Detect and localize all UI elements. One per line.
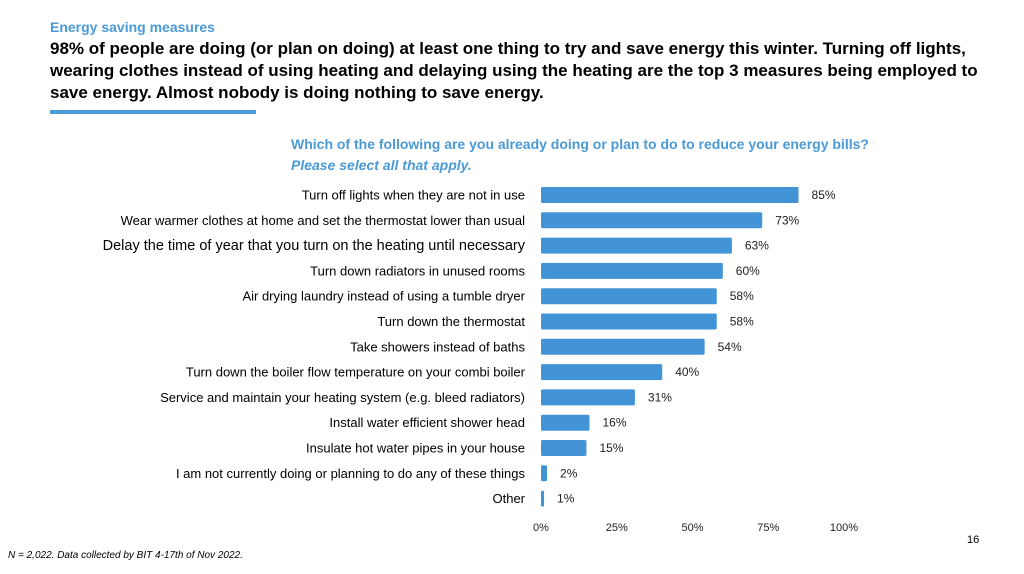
headline: 98% of people are doing (or plan on doin… xyxy=(50,39,978,102)
value-label: 40% xyxy=(675,365,699,379)
value-label: 16% xyxy=(602,416,626,430)
value-label: 54% xyxy=(718,340,742,354)
bar xyxy=(541,465,548,482)
x-tick-label: 75% xyxy=(757,522,779,534)
category-label: I am not currently doing or planning to … xyxy=(176,466,526,481)
bar xyxy=(541,364,663,381)
category-label: Other xyxy=(492,491,525,506)
category-label: Turn off lights when they are not in use xyxy=(302,188,525,203)
chart-question: Which of the following are you already d… xyxy=(291,134,869,176)
bar xyxy=(541,490,545,507)
category-label: Wear warmer clothes at home and set the … xyxy=(121,213,526,228)
section-kicker: Energy saving measures xyxy=(50,19,215,35)
bar xyxy=(541,414,590,431)
bar xyxy=(541,338,705,355)
footnote: N = 2,022. Data collected by BIT 4-17th … xyxy=(8,550,243,561)
category-label: Turn down the boiler flow temperature on… xyxy=(186,365,526,380)
category-label: Turn down the thermostat xyxy=(377,314,525,329)
value-label: 1% xyxy=(557,492,575,506)
value-label: 31% xyxy=(648,390,672,404)
category-label: Turn down radiators in unused rooms xyxy=(310,263,525,278)
x-tick-label: 50% xyxy=(681,522,703,534)
bar xyxy=(541,288,717,305)
page-number: 16 xyxy=(967,534,980,546)
x-tick-label: 100% xyxy=(830,522,858,534)
category-label: Delay the time of year that you turn on … xyxy=(103,238,526,254)
bar xyxy=(541,212,763,229)
bar xyxy=(541,440,587,456)
bar xyxy=(541,237,732,254)
bar xyxy=(541,187,799,203)
bar xyxy=(541,262,723,279)
x-tick-label: 25% xyxy=(606,522,628,534)
category-label: Install water efficient shower head xyxy=(329,415,525,430)
question-text: Which of the following are you already d… xyxy=(291,136,869,152)
value-label: 63% xyxy=(745,239,769,253)
value-label: 58% xyxy=(730,315,754,329)
bar xyxy=(541,313,717,330)
category-label: Service and maintain your heating system… xyxy=(160,390,525,405)
x-tick-label: 0% xyxy=(533,522,549,534)
question-instruction: Please select all that apply. xyxy=(291,157,472,173)
accent-rule xyxy=(50,110,256,114)
value-label: 2% xyxy=(560,466,578,480)
category-label: Insulate hot water pipes in your house xyxy=(306,441,525,456)
value-label: 58% xyxy=(730,289,754,303)
value-label: 15% xyxy=(599,441,623,455)
category-label: Take showers instead of baths xyxy=(350,339,525,354)
value-label: 60% xyxy=(736,264,760,278)
value-label: 73% xyxy=(775,213,799,227)
bar xyxy=(541,389,635,406)
category-label: Air drying laundry instead of using a tu… xyxy=(242,289,525,304)
value-label: 85% xyxy=(812,188,836,202)
